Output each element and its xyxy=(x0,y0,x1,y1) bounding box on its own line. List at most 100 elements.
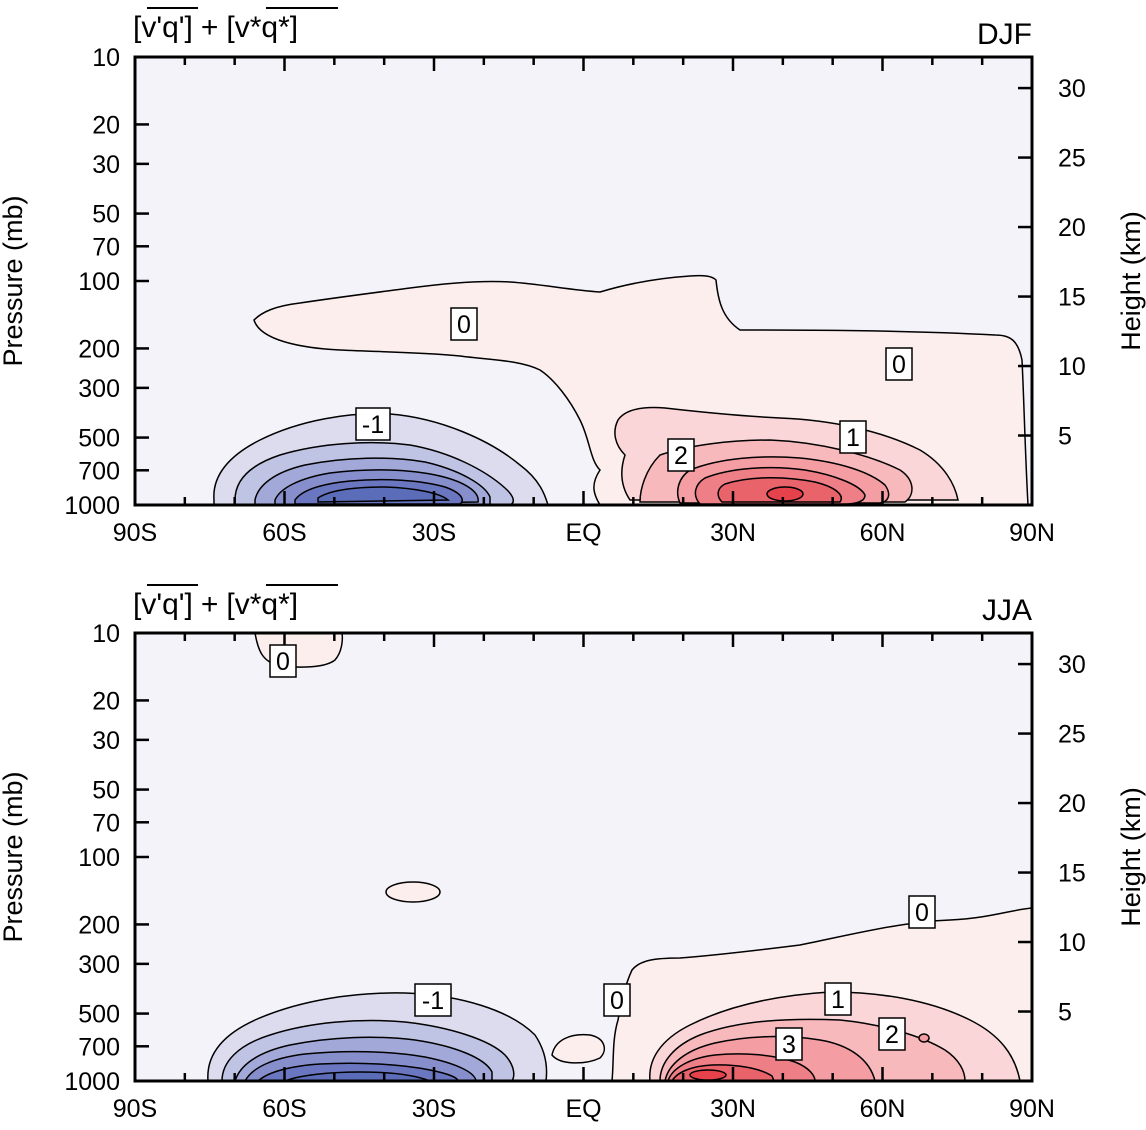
svg-text:3: 3 xyxy=(782,1031,796,1059)
djf-y-tick-label: 50 xyxy=(92,201,120,229)
djf-x-tick-label: 60S xyxy=(262,519,306,547)
jja-y-tick-label: 500 xyxy=(78,1001,120,1029)
djf-contour-label: 1 xyxy=(839,420,867,454)
svg-text:[v'q']+[v*q*]: [v'q'] + [v*q*] xyxy=(133,11,298,44)
title-second-term: v*q* xyxy=(235,588,290,621)
jja-contour-label: 1 xyxy=(824,982,852,1016)
jja-y-tick-label: 50 xyxy=(92,777,120,805)
panel-djf: 90S 60S 30S EQ 30N 60N 90N10203050701002003005… xyxy=(0,7,1146,547)
djf-x-tick-label: 30N xyxy=(710,519,756,547)
djf-y-tick-label: 700 xyxy=(78,457,120,485)
djf-x-tick-label: 60N xyxy=(860,519,906,547)
jja-x-tick-label: 60N xyxy=(860,1095,906,1123)
jja-x-tick-label: 30S xyxy=(412,1095,456,1123)
djf-y-tick-label: 20 xyxy=(92,111,120,139)
svg-text:[v'q']+[v*q*]: [v'q'] + [v*q*] xyxy=(133,588,298,621)
jja-contour-label: 0 xyxy=(603,983,631,1017)
djf-y-tick-label: 200 xyxy=(78,335,120,363)
jja-positive-ring xyxy=(918,1033,930,1043)
svg-text:0: 0 xyxy=(892,351,906,379)
djf-season-label: DJF xyxy=(977,18,1032,51)
djf-x-tick-label: EQ xyxy=(565,519,601,547)
djf-right-tick-label: 5 xyxy=(1058,423,1072,451)
jja-positive-eq xyxy=(551,1033,606,1064)
jja-right-tick-label: 20 xyxy=(1058,790,1086,818)
jja-contour-label: -1 xyxy=(414,983,452,1017)
jja-right-tick-label: 15 xyxy=(1058,860,1086,888)
djf-left-axis-title: Pressure (mb) xyxy=(0,195,28,366)
jja-right-tick-label: 30 xyxy=(1058,651,1086,679)
jja-y-tick-label: 200 xyxy=(78,911,120,939)
jja-x-tick-label: 90N xyxy=(1009,1095,1055,1123)
svg-text:0: 0 xyxy=(457,311,471,339)
jja-contour-label: 0 xyxy=(908,895,936,929)
jja-right-tick-label: 10 xyxy=(1058,929,1086,957)
jja-x-tick-label: EQ xyxy=(565,1095,601,1123)
jja-y-tick-label: 70 xyxy=(92,809,120,837)
djf-right-tick-label: 25 xyxy=(1058,145,1086,173)
jja-contour-label: 3 xyxy=(775,1027,803,1061)
svg-text:0: 0 xyxy=(276,648,290,676)
svg-text:0: 0 xyxy=(610,987,624,1015)
djf-negative-6 xyxy=(317,486,450,503)
svg-text:2: 2 xyxy=(674,442,688,470)
djf-positive-max xyxy=(766,486,804,502)
djf-y-tick-label: 300 xyxy=(78,375,120,403)
jja-x-tick-label: 60S xyxy=(262,1095,306,1123)
jja-y-tick-label: 1000 xyxy=(64,1068,120,1096)
jja-y-tick-label: 300 xyxy=(78,951,120,979)
jja-negative-6 xyxy=(284,1071,431,1081)
djf-contour-label: 0 xyxy=(885,347,913,381)
bracket: [ xyxy=(133,11,142,44)
jja-right-tick-label: 25 xyxy=(1058,721,1086,749)
djf-right-tick-label: 15 xyxy=(1058,284,1086,312)
djf-y-tick-label: 1000 xyxy=(64,492,120,520)
djf-x-tick-label: 90N xyxy=(1009,519,1055,547)
jja-left-axis-title: Pressure (mb) xyxy=(0,771,28,942)
svg-text:-1: -1 xyxy=(422,987,444,1015)
djf-title: [v'q'] + [v*q*] xyxy=(133,7,338,44)
djf-right-tick-label: 20 xyxy=(1058,214,1086,242)
jja-season-label: JJA xyxy=(982,594,1032,627)
svg-text:-1: -1 xyxy=(362,411,384,439)
djf-x-tick-label: 90S xyxy=(113,519,157,547)
jja-positive-small xyxy=(385,881,441,903)
jja-axes: 90S 60S 30S EQ 30N 60N 90N10203050701002003005… xyxy=(64,620,1085,1123)
djf-contour-label: 2 xyxy=(667,438,695,472)
jja-contour-label: 2 xyxy=(878,1017,906,1051)
jja-right-axis-title: Height (km) xyxy=(1116,787,1146,927)
jja-y-tick-label: 700 xyxy=(78,1033,120,1061)
jja-y-tick-label: 10 xyxy=(92,620,120,648)
title-first-term: v'q' xyxy=(141,11,184,44)
djf-contour-field xyxy=(135,57,1032,505)
djf-right-tick-label: 30 xyxy=(1058,75,1086,103)
jja-right-tick-label: 5 xyxy=(1058,999,1072,1027)
jja-y-tick-label: 20 xyxy=(92,687,120,715)
jja-x-tick-label: 90S xyxy=(113,1095,157,1123)
djf-y-tick-label: 70 xyxy=(92,233,120,261)
jja-x-tick-label: 30N xyxy=(710,1095,756,1123)
jja-contour-label: 0 xyxy=(269,644,297,678)
jja-positive-max xyxy=(689,1069,727,1081)
panel-jja: 90S 60S 30S EQ 30N 60N 90N10203050701002003005… xyxy=(0,584,1146,1123)
svg-text:2: 2 xyxy=(885,1021,899,1049)
djf-x-tick-label: 30S xyxy=(412,519,456,547)
djf-right-axis-title: Height (km) xyxy=(1116,211,1146,351)
title-second-term: v*q* xyxy=(235,11,290,44)
djf-contour-label: 0 xyxy=(450,307,478,341)
djf-y-tick-label: 100 xyxy=(78,268,120,296)
jja-title: [v'q'] + [v*q*] xyxy=(133,584,338,621)
jja-y-tick-label: 100 xyxy=(78,844,120,872)
djf-y-tick-label: 30 xyxy=(92,151,120,179)
djf-right-tick-label: 10 xyxy=(1058,353,1086,381)
jja-contour-field xyxy=(135,633,1032,1081)
djf-axes: 90S 60S 30S EQ 30N 60N 90N10203050701002003005… xyxy=(64,44,1085,547)
title-first-term: v'q' xyxy=(141,588,184,621)
djf-y-tick-label: 500 xyxy=(78,425,120,453)
svg-text:0: 0 xyxy=(915,899,929,927)
svg-text:1: 1 xyxy=(846,424,860,452)
djf-y-tick-label: 10 xyxy=(92,44,120,72)
djf-contour-label: -1 xyxy=(355,407,391,441)
jja-y-tick-label: 30 xyxy=(92,727,120,755)
